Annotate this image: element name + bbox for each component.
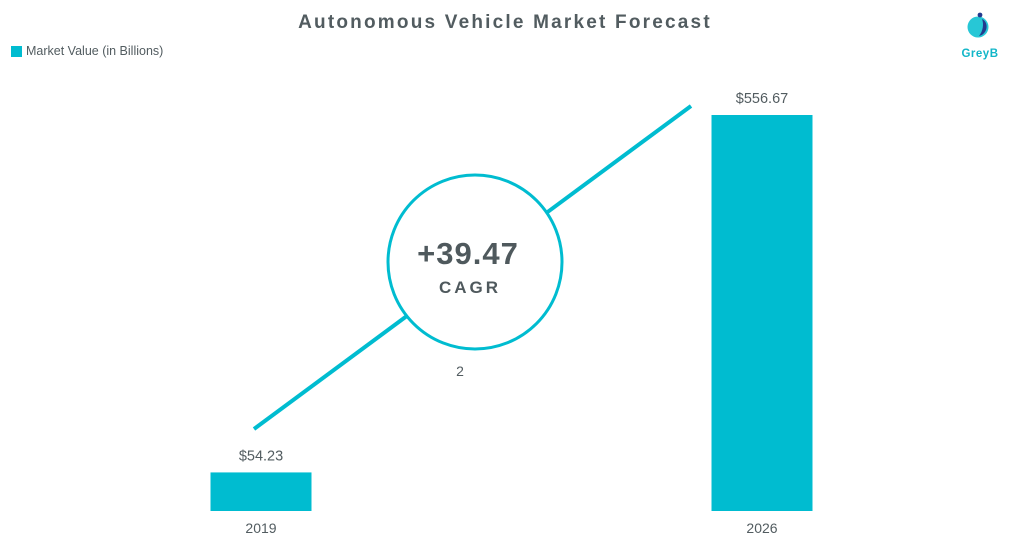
data-label-2019: $54.23 bbox=[239, 448, 283, 464]
logo-text: GreyB bbox=[961, 48, 999, 60]
growth-line-lower bbox=[252, 314, 409, 431]
data-label-2026: $556.67 bbox=[736, 91, 788, 107]
cagr-footnote: 2 bbox=[456, 363, 464, 379]
legend-swatch bbox=[11, 45, 22, 57]
bar-2026 bbox=[711, 115, 813, 511]
greyb-logo: GreyB bbox=[958, 10, 1002, 65]
cagr-value: +39.47 bbox=[417, 236, 519, 271]
x-tick-label-2019: 2019 bbox=[245, 520, 276, 536]
bar-2019 bbox=[210, 472, 312, 511]
cagr-circle bbox=[386, 173, 564, 351]
chart-title: Autonomous Vehicle Market Forecast bbox=[298, 12, 712, 33]
legend-label: Market Value (in Billions) bbox=[26, 44, 164, 58]
growth-line-upper bbox=[545, 104, 693, 215]
x-tick-label-2026: 2026 bbox=[746, 520, 777, 536]
greyb-logo-icon bbox=[967, 12, 989, 38]
cagr-label: CAGR bbox=[439, 278, 501, 297]
legend: Market Value (in Billions) bbox=[11, 43, 163, 59]
